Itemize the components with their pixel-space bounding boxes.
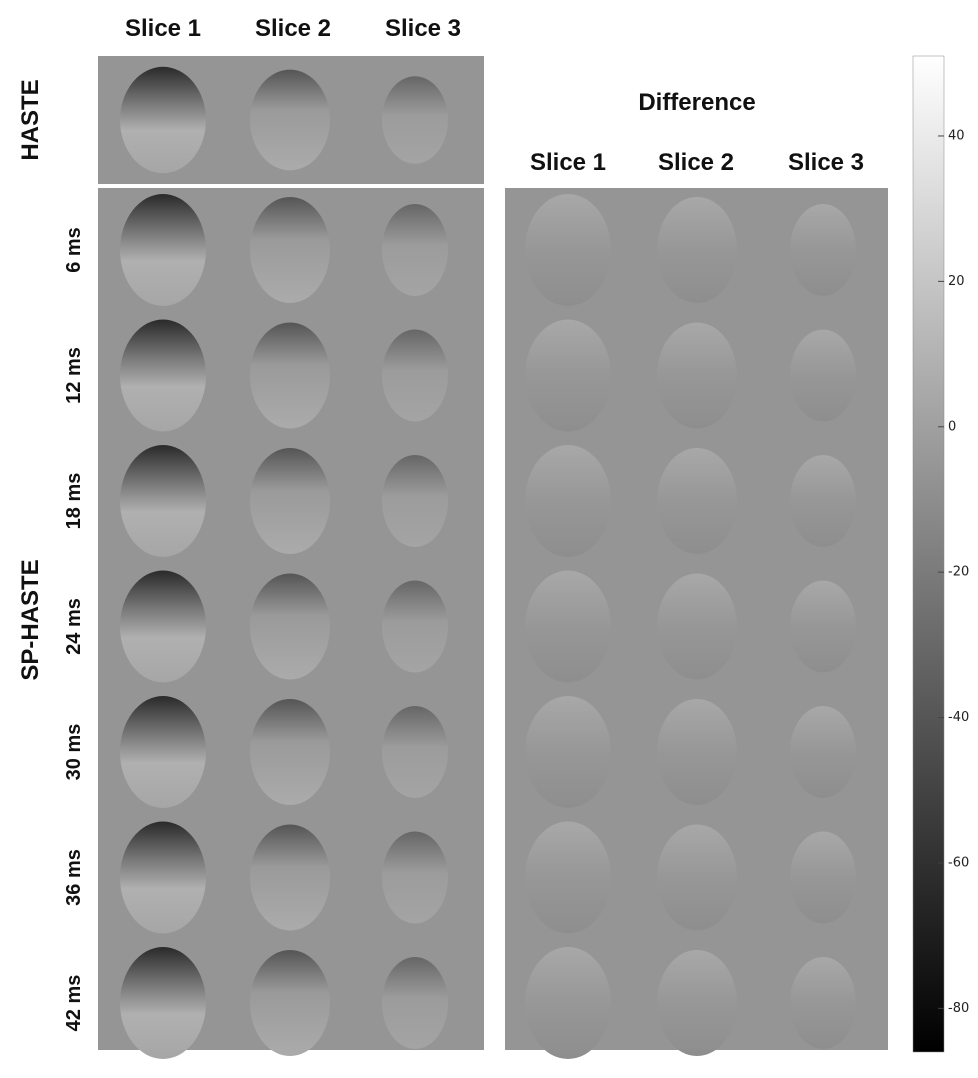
brain-image bbox=[382, 957, 448, 1049]
brain-image bbox=[250, 448, 330, 554]
brain-image bbox=[382, 455, 448, 547]
tick-label: 20 bbox=[948, 274, 965, 289]
brain-image bbox=[382, 76, 448, 164]
brain-image bbox=[382, 831, 448, 924]
brain-image bbox=[657, 950, 737, 1056]
brain-image bbox=[250, 950, 330, 1056]
brain-image bbox=[657, 699, 737, 805]
group-label: SP-HASTE bbox=[17, 559, 44, 680]
brain-image bbox=[120, 66, 206, 174]
brain-image bbox=[525, 194, 611, 306]
colorbar bbox=[912, 55, 945, 1053]
row-label: 42 ms bbox=[63, 975, 85, 1032]
tick-label: 40 bbox=[948, 128, 965, 143]
brain-image bbox=[525, 947, 611, 1059]
brain-image bbox=[382, 204, 448, 296]
difference-title: Difference bbox=[638, 89, 755, 116]
column-header: Slice 1 bbox=[125, 15, 201, 42]
brain-image bbox=[120, 194, 206, 306]
brain-image bbox=[790, 329, 856, 422]
tick-label: 0 bbox=[948, 419, 956, 434]
brain-image bbox=[250, 69, 330, 171]
brain-image bbox=[250, 573, 330, 680]
column-header: Slice 3 bbox=[788, 149, 864, 176]
brain-image bbox=[525, 570, 611, 683]
brain-image bbox=[790, 580, 856, 673]
brain-image bbox=[382, 580, 448, 673]
brain-image bbox=[790, 831, 856, 924]
brain-image bbox=[250, 824, 330, 931]
brain-image bbox=[525, 319, 611, 432]
brain-image bbox=[657, 197, 737, 303]
brain-image bbox=[790, 455, 856, 547]
column-header: Slice 2 bbox=[255, 15, 331, 42]
row-label: 30 ms bbox=[63, 724, 85, 781]
column-header: Slice 2 bbox=[658, 149, 734, 176]
row-label: 12 ms bbox=[63, 347, 85, 404]
row-label: 24 ms bbox=[63, 598, 85, 655]
brain-image bbox=[250, 322, 330, 429]
brain-image bbox=[657, 322, 737, 429]
tick-label: -60 bbox=[948, 855, 969, 870]
tick-label: -40 bbox=[948, 710, 969, 725]
brain-image bbox=[382, 329, 448, 422]
tick-label: -80 bbox=[948, 1001, 969, 1016]
brain-image bbox=[657, 824, 737, 931]
column-header: Slice 3 bbox=[385, 15, 461, 42]
brain-image bbox=[525, 821, 611, 934]
brain-image bbox=[250, 197, 330, 303]
tick-label: -20 bbox=[948, 565, 969, 580]
brain-image bbox=[120, 696, 206, 808]
brain-image bbox=[525, 445, 611, 557]
brain-image bbox=[657, 448, 737, 554]
brain-image bbox=[657, 573, 737, 680]
brain-image bbox=[382, 706, 448, 798]
brain-image bbox=[120, 319, 206, 432]
brain-image bbox=[120, 821, 206, 934]
brain-image bbox=[120, 570, 206, 683]
column-header: Slice 1 bbox=[530, 149, 606, 176]
brain-image bbox=[525, 696, 611, 808]
brain-image bbox=[790, 204, 856, 296]
brain-image bbox=[250, 699, 330, 805]
row-label: 6 ms bbox=[63, 227, 85, 273]
brain-image bbox=[120, 947, 206, 1059]
brain-image bbox=[790, 706, 856, 798]
brain-image bbox=[120, 445, 206, 557]
brain-image bbox=[790, 957, 856, 1049]
row-label: 36 ms bbox=[63, 849, 85, 906]
row-label: 18 ms bbox=[63, 473, 85, 530]
group-label: HASTE bbox=[17, 79, 44, 160]
